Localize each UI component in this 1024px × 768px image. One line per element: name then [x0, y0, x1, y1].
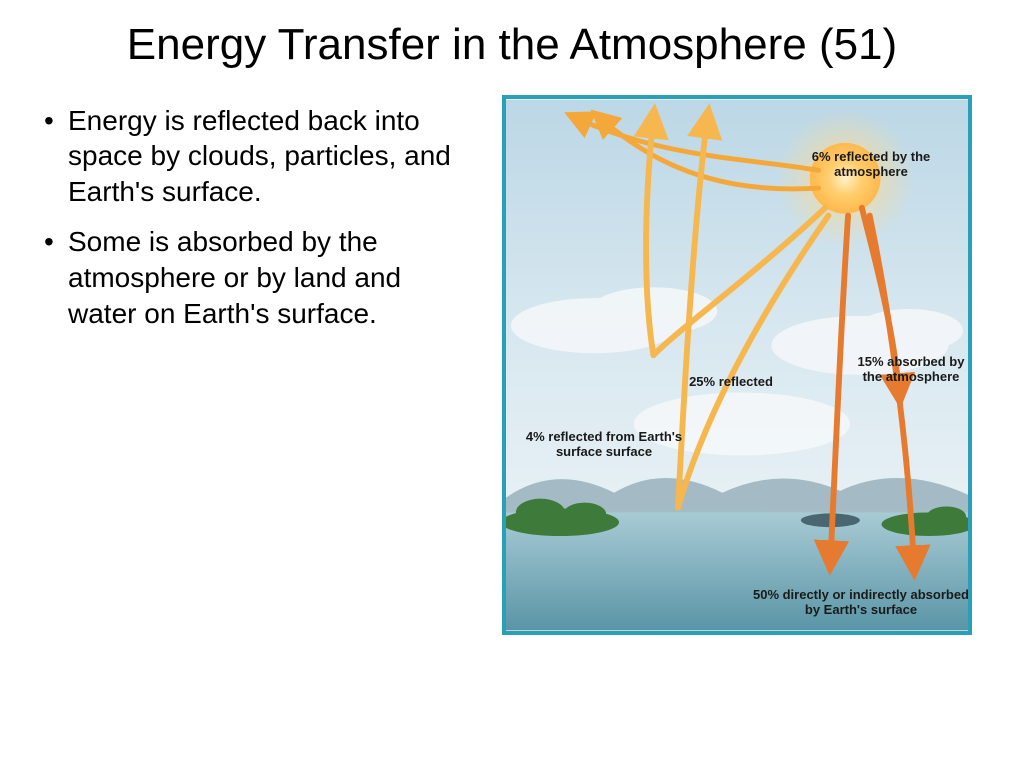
diagram-container: 6% reflected by the atmosphere 25% refle…	[490, 95, 984, 635]
label-atm-absorbed: 15% absorbed by the atmosphere	[846, 354, 972, 385]
bullet-list: Energy is reflected back into space by c…	[40, 95, 470, 635]
label-surf-reflected: 4% reflected from Earth's surface surfac…	[524, 429, 684, 460]
label-surf-absorbed: 50% directly or indirectly absorbed by E…	[751, 587, 971, 618]
content-row: Energy is reflected back into space by c…	[40, 95, 984, 635]
label-atm-reflected: 6% reflected by the atmosphere	[796, 149, 946, 180]
energy-transfer-diagram: 6% reflected by the atmosphere 25% refle…	[502, 95, 972, 635]
slide: Energy Transfer in the Atmosphere (51) E…	[0, 0, 1024, 768]
bullet-item: Some is absorbed by the atmosphere or by…	[68, 224, 470, 331]
page-title: Energy Transfer in the Atmosphere (51)	[40, 20, 984, 71]
bullet-item: Energy is reflected back into space by c…	[68, 103, 470, 210]
label-cloud-reflected: 25% reflected	[671, 374, 791, 390]
